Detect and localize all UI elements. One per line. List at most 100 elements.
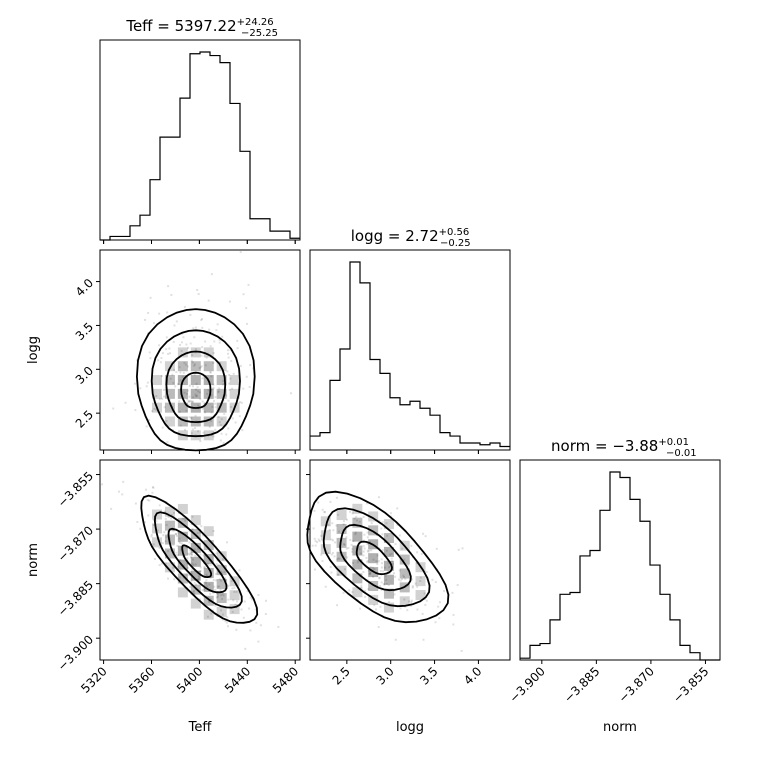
density-cell-logg-norm bbox=[383, 546, 394, 557]
sample-point-teff-norm bbox=[206, 562, 209, 565]
sample-point-teff-norm bbox=[216, 595, 219, 598]
sample-point-teff-norm bbox=[208, 583, 211, 586]
sample-point-logg-norm bbox=[346, 518, 349, 521]
sample-point-teff-norm bbox=[206, 585, 209, 588]
sample-point-logg-norm bbox=[317, 501, 320, 504]
sample-point-logg-norm bbox=[391, 562, 394, 565]
sample-point-teff-logg bbox=[172, 381, 175, 384]
sample-point-teff-norm bbox=[209, 592, 212, 595]
density-cell-teff-logg bbox=[164, 402, 175, 413]
ytick-label-norm: −3.885 bbox=[55, 578, 96, 619]
sample-point-teff-norm bbox=[217, 563, 220, 566]
sample-point-teff-logg bbox=[175, 320, 178, 323]
sample-point-logg-norm bbox=[394, 543, 397, 546]
sample-point-logg-norm bbox=[333, 555, 336, 558]
sample-point-teff-logg bbox=[210, 394, 213, 397]
density-cell-teff-norm bbox=[190, 570, 201, 581]
density-cell-teff-logg bbox=[164, 375, 175, 386]
sample-point-logg-norm bbox=[382, 570, 385, 573]
sample-point-logg-norm bbox=[330, 553, 333, 556]
sample-point-logg-norm bbox=[354, 531, 357, 534]
sample-point-logg-norm bbox=[431, 578, 434, 581]
sample-point-teff-logg bbox=[183, 391, 186, 394]
sample-point-logg-norm bbox=[379, 569, 382, 572]
sample-point-teff-logg bbox=[151, 410, 154, 413]
sample-point-logg-norm bbox=[336, 558, 339, 561]
sample-point-logg-norm bbox=[378, 519, 381, 522]
sample-point-logg-norm bbox=[327, 551, 330, 554]
sample-point-logg-norm bbox=[369, 566, 372, 569]
sample-point-logg-norm bbox=[363, 589, 366, 592]
sample-point-teff-norm bbox=[225, 621, 228, 624]
sample-point-teff-logg bbox=[185, 343, 188, 346]
sample-point-logg-norm bbox=[359, 607, 362, 610]
density-cell-teff-norm bbox=[190, 542, 201, 553]
sample-point-logg-norm bbox=[367, 550, 370, 553]
sample-point-logg-norm bbox=[329, 500, 332, 503]
sample-point-teff-norm bbox=[209, 598, 212, 601]
sample-point-logg-norm bbox=[342, 543, 345, 546]
sample-point-teff-norm bbox=[226, 541, 229, 544]
sample-point-teff-norm bbox=[192, 591, 195, 594]
sample-point-logg-norm bbox=[397, 578, 400, 581]
sample-point-teff-logg bbox=[218, 421, 221, 424]
sample-point-teff-logg bbox=[208, 328, 211, 331]
density-cell-logg-norm bbox=[336, 523, 347, 534]
sample-point-teff-logg bbox=[191, 354, 194, 357]
sample-point-teff-logg bbox=[193, 336, 196, 339]
sample-point-teff-norm bbox=[144, 488, 147, 491]
sample-point-logg-norm bbox=[372, 558, 375, 561]
histogram-teff bbox=[100, 51, 300, 241]
density-cell-teff-norm bbox=[203, 567, 214, 578]
sample-point-logg-norm bbox=[336, 604, 339, 607]
density-cell-logg-norm bbox=[368, 594, 379, 605]
sample-point-teff-norm bbox=[191, 558, 194, 561]
sample-point-teff-norm bbox=[205, 579, 208, 582]
sample-point-teff-norm bbox=[209, 576, 212, 579]
density-cell-teff-norm bbox=[203, 581, 214, 592]
density-cell-teff-norm bbox=[177, 559, 188, 570]
sample-point-teff-logg bbox=[197, 404, 200, 407]
sample-point-teff-norm bbox=[213, 585, 216, 588]
sample-point-logg-norm bbox=[407, 564, 410, 567]
sample-point-teff-logg bbox=[194, 393, 197, 396]
sample-point-teff-logg bbox=[167, 352, 170, 355]
sample-point-teff-logg bbox=[208, 425, 211, 428]
sample-point-teff-logg bbox=[217, 390, 220, 393]
sample-point-logg-norm bbox=[331, 522, 334, 525]
contour-teff-logg bbox=[150, 329, 241, 438]
density-cell-teff-norm bbox=[177, 517, 188, 528]
sample-point-teff-norm bbox=[219, 588, 222, 591]
sample-point-logg-norm bbox=[451, 591, 454, 594]
sample-point-logg-norm bbox=[370, 522, 373, 525]
sample-point-logg-norm bbox=[367, 588, 370, 591]
density-cell-logg-norm bbox=[368, 511, 379, 522]
sample-point-teff-logg bbox=[210, 273, 213, 276]
sample-point-teff-norm bbox=[171, 566, 174, 569]
sample-point-teff-norm bbox=[173, 578, 176, 581]
sample-point-logg-norm bbox=[390, 557, 393, 560]
sample-point-teff-norm bbox=[226, 616, 229, 619]
sample-point-teff-norm bbox=[191, 572, 194, 575]
sample-point-teff-logg bbox=[186, 392, 189, 395]
density-cell-logg-norm bbox=[352, 573, 363, 584]
sample-point-teff-logg bbox=[236, 347, 239, 350]
sample-point-teff-norm bbox=[257, 640, 260, 643]
sample-point-teff-logg bbox=[197, 293, 200, 296]
sample-point-logg-norm bbox=[460, 649, 463, 652]
sample-point-logg-norm bbox=[380, 562, 383, 565]
density-cell-logg-norm bbox=[368, 553, 379, 564]
sample-point-teff-norm bbox=[235, 590, 238, 593]
density-cell-teff-logg bbox=[190, 347, 201, 358]
sample-point-teff-logg bbox=[195, 395, 198, 398]
sample-point-teff-logg bbox=[245, 307, 248, 310]
sample-point-logg-norm bbox=[355, 515, 358, 518]
sample-point-teff-norm bbox=[234, 603, 237, 606]
sample-point-logg-norm bbox=[363, 539, 366, 542]
sample-point-teff-norm bbox=[190, 552, 193, 555]
sample-point-logg-norm bbox=[434, 581, 437, 584]
sample-point-teff-norm bbox=[178, 537, 181, 540]
sample-point-teff-norm bbox=[191, 515, 194, 518]
sample-point-logg-norm bbox=[314, 544, 317, 547]
